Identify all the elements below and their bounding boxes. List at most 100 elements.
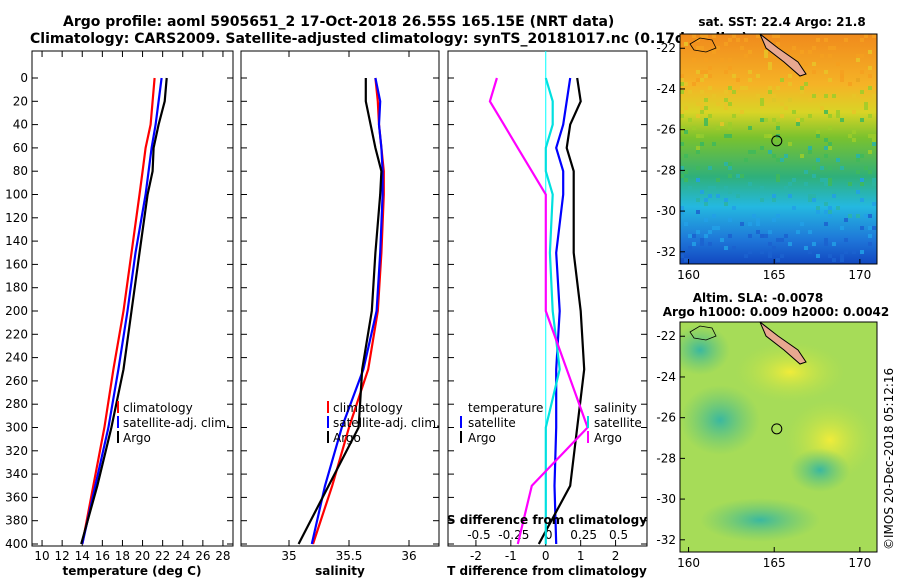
sst-pixel bbox=[816, 210, 820, 214]
sst-pixel bbox=[836, 62, 840, 66]
sst-pixel bbox=[856, 154, 860, 158]
sst-pixel bbox=[704, 202, 708, 206]
sst-pixel bbox=[832, 194, 836, 198]
sst-pixel bbox=[828, 54, 832, 58]
sst-pixel bbox=[848, 214, 852, 218]
sst-pixel bbox=[824, 38, 828, 42]
lat-tick-label: -26 bbox=[656, 411, 676, 425]
sst-pixel bbox=[792, 178, 796, 182]
sst-pixel bbox=[764, 54, 768, 58]
legend-label-argo: Argo bbox=[123, 431, 151, 445]
sst-pixel bbox=[744, 86, 748, 90]
sst-pixel bbox=[836, 158, 840, 162]
sst-pixel bbox=[732, 206, 736, 210]
lon-tick-label: 170 bbox=[848, 268, 871, 282]
sst-pixel bbox=[700, 134, 704, 138]
depth-tick-label: 380 bbox=[5, 514, 28, 528]
sst-pixel bbox=[768, 250, 772, 254]
sst-pixel bbox=[680, 110, 684, 114]
sst-pixel bbox=[708, 242, 712, 246]
sst-pixel bbox=[824, 238, 828, 242]
sst-pixel bbox=[796, 118, 800, 122]
sst-pixel bbox=[692, 82, 696, 86]
x-tick-label: 0 bbox=[542, 549, 550, 563]
sst-pixel bbox=[724, 106, 728, 110]
sst-pixel bbox=[784, 106, 788, 110]
sst-pixel bbox=[752, 150, 756, 154]
argo-location-marker bbox=[771, 423, 783, 435]
sst-pixel bbox=[684, 82, 688, 86]
sst-pixel bbox=[760, 118, 764, 122]
sst-pixel bbox=[808, 250, 812, 254]
sst-pixel bbox=[836, 206, 840, 210]
x-tick-label: 12 bbox=[55, 549, 70, 563]
sst-pixel bbox=[824, 178, 828, 182]
sst-pixel bbox=[740, 86, 744, 90]
sst-pixel bbox=[824, 138, 828, 142]
sst-pixel bbox=[868, 214, 872, 218]
legend-swatch-satellite bbox=[117, 416, 119, 428]
sst-pixel bbox=[696, 38, 700, 42]
sst-pixel bbox=[792, 46, 796, 50]
reef-outline bbox=[689, 325, 717, 341]
s-diff-tick-label: 0.25 bbox=[570, 528, 597, 542]
series-line-climatology bbox=[81, 77, 156, 545]
sst-pixel bbox=[820, 106, 824, 110]
sst-pixel bbox=[700, 46, 704, 50]
x-tick-label: 16 bbox=[95, 549, 110, 563]
sst-pixel bbox=[772, 118, 776, 122]
sst-pixel bbox=[680, 142, 684, 146]
sst-pixel bbox=[860, 198, 864, 202]
sst-pixel bbox=[856, 170, 860, 174]
sst-pixel bbox=[780, 78, 784, 82]
sst-pixel bbox=[740, 110, 744, 114]
sst-pixel bbox=[760, 146, 764, 150]
sst-pixel bbox=[736, 174, 740, 178]
sst-pixel bbox=[692, 34, 696, 38]
sst-pixel bbox=[856, 214, 860, 218]
depth-tick-label: 200 bbox=[5, 304, 28, 318]
reef-outline bbox=[689, 37, 717, 53]
sst-pixel bbox=[680, 166, 684, 170]
sst-pixel bbox=[708, 186, 712, 190]
sst-pixel bbox=[680, 82, 684, 86]
depth-tick-label: 340 bbox=[5, 467, 28, 481]
sst-pixel bbox=[796, 122, 800, 126]
legend-swatch-t-argo bbox=[460, 431, 462, 443]
difference-xlabel: T difference from climatology bbox=[447, 564, 647, 578]
sst-texture bbox=[680, 34, 876, 262]
lat-tick-label: -26 bbox=[656, 123, 676, 137]
sst-pixel bbox=[748, 182, 752, 186]
sst-pixel bbox=[772, 98, 776, 102]
sst-pixel bbox=[708, 86, 712, 90]
sst-pixel bbox=[852, 94, 856, 98]
sst-pixel bbox=[864, 214, 868, 218]
sst-pixel bbox=[696, 210, 700, 214]
lon-tick-label: 160 bbox=[677, 268, 700, 282]
temperature-legend: climatology satellite-adj. clim. Argo bbox=[117, 401, 230, 445]
lon-tick-label: 165 bbox=[763, 268, 786, 282]
sst-pixel bbox=[812, 174, 816, 178]
sst-pixel bbox=[784, 234, 788, 238]
sst-pixel bbox=[840, 74, 844, 78]
sst-pixel bbox=[696, 178, 700, 182]
sst-pixel bbox=[728, 134, 732, 138]
sst-pixel bbox=[680, 114, 684, 118]
sst-pixel bbox=[784, 154, 788, 158]
sst-pixel bbox=[704, 218, 708, 222]
sst-pixel bbox=[840, 118, 844, 122]
sst-pixel bbox=[828, 214, 832, 218]
sst-pixel bbox=[748, 222, 752, 226]
lat-tick-label: -24 bbox=[656, 82, 676, 96]
sst-pixel bbox=[840, 78, 844, 82]
sst-pixel bbox=[696, 114, 700, 118]
lon-tick-label: 170 bbox=[848, 556, 871, 570]
sst-pixel bbox=[828, 46, 832, 50]
legend-label-t-argo: Argo bbox=[468, 431, 496, 445]
sst-pixel bbox=[760, 198, 764, 202]
sst-pixel bbox=[680, 74, 684, 78]
sst-pixel bbox=[752, 214, 756, 218]
sst-pixel bbox=[776, 214, 780, 218]
sst-pixel bbox=[780, 102, 784, 106]
sst-pixel bbox=[772, 218, 776, 222]
